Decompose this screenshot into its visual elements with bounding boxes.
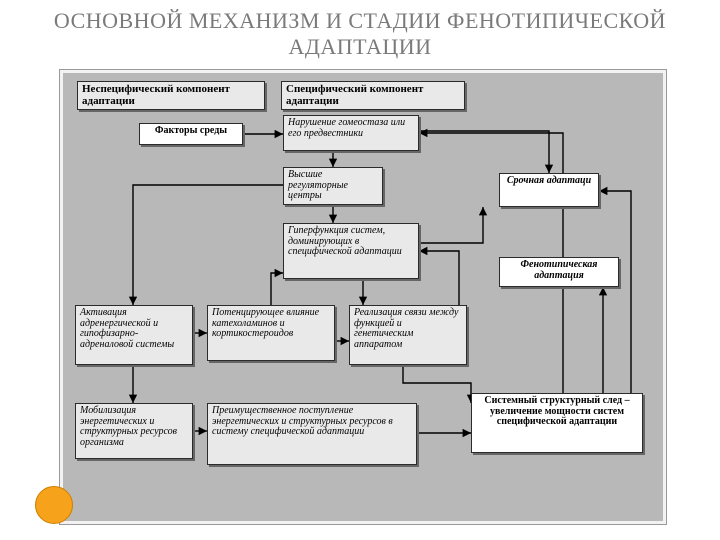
- node-homeo: Нарушение гомеостаза или его предвестник…: [283, 115, 419, 151]
- node-adren: Активация адренергической и гипофизарно-…: [75, 305, 193, 365]
- edge-catech-hyper: [271, 273, 283, 305]
- node-hdr2: Специфический компонент адаптации: [281, 81, 465, 110]
- node-supply: Преимущественное поступление энергетичес…: [207, 403, 417, 465]
- diagram-canvas: Неспецифический компонент адаптации Специ…: [60, 70, 666, 524]
- node-label: Фенотипическая адаптация: [504, 260, 614, 281]
- node-label: Неспецифический компонент адаптации: [82, 84, 260, 107]
- accent-circle-icon: [35, 486, 73, 524]
- node-label: Мобилизация энергетических и структурных…: [80, 406, 188, 448]
- node-label: Активация адренергической и гипофизарно-…: [80, 308, 188, 350]
- edge-homeo-urgent: [419, 131, 549, 173]
- node-label: Специфический компонент адаптации: [286, 84, 460, 107]
- node-hdr1: Неспецифический компонент адаптации: [77, 81, 265, 110]
- node-hyper: Гиперфункция систем, доминирующих в спец…: [283, 223, 419, 279]
- edge-trace-urgent: [599, 191, 631, 393]
- edge-link-hyper: [419, 251, 459, 305]
- node-label: Реализация связи между функцией и генети…: [354, 308, 462, 350]
- node-trace: Системный структурный след – увеличение …: [471, 393, 643, 453]
- node-urgent: Срочная адаптаци: [499, 173, 599, 207]
- node-link: Реализация связи между функцией и генети…: [349, 305, 467, 365]
- node-label: Факторы среды: [144, 126, 238, 137]
- node-label: Нарушение гомеостаза или его предвестник…: [288, 118, 414, 139]
- page-title: ОСНОВНОЙ МЕХАНИЗМ И СТАДИИ ФЕНОТИПИЧЕСКО…: [0, 8, 720, 61]
- edge-hyper-urgent: [419, 207, 483, 243]
- node-pheno: Фенотипическая адаптация: [499, 257, 619, 287]
- node-env: Факторы среды: [139, 123, 243, 145]
- edge-link-trace: [403, 365, 471, 403]
- node-label: Потенцирующее влияние катехоламинов и ко…: [212, 308, 330, 340]
- node-label: Срочная адаптаци: [504, 176, 594, 187]
- node-label: Преимущественное поступление энергетичес…: [212, 406, 412, 438]
- node-catech: Потенцирующее влияние катехоламинов и ко…: [207, 305, 335, 361]
- node-label: Высшие регуляторные центры: [288, 170, 378, 202]
- node-label: Системный структурный след – увеличение …: [476, 396, 638, 428]
- node-reg: Высшие регуляторные центры: [283, 167, 383, 205]
- node-label: Гиперфункция систем, доминирующих в спец…: [288, 226, 414, 258]
- node-mobil: Мобилизация энергетических и структурных…: [75, 403, 193, 459]
- edge-reg-adren: [133, 185, 283, 305]
